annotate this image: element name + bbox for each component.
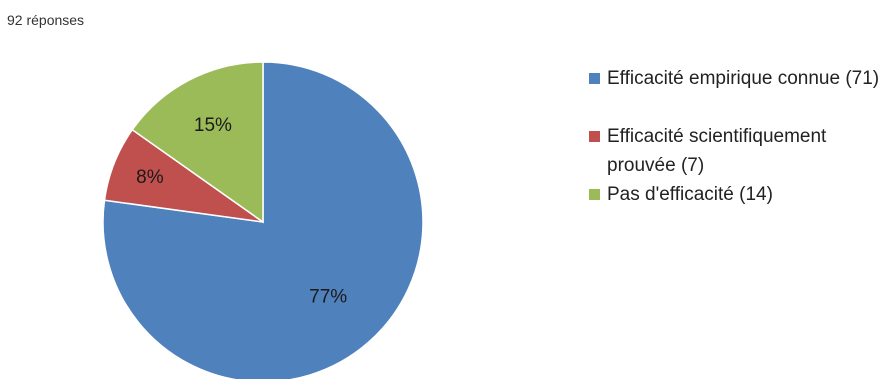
- legend-label-scientifique: Efficacité scientifiquement prouvée (7): [607, 126, 827, 176]
- legend-item-empirique: Efficacité empirique connue (71): [589, 64, 889, 93]
- legend-item-aucune: Pas d'efficacité (14): [589, 180, 889, 209]
- pie-slice-aucune: [131, 61, 264, 224]
- pie-label-scientifique: 8%: [136, 167, 164, 188]
- legend-swatch-scientifique: [589, 131, 600, 142]
- pie-label-aucune: 15%: [194, 115, 232, 136]
- legend-label-aucune: Pas d'efficacité (14): [607, 184, 773, 205]
- chart-legend: Efficacité empirique connue (71) Efficac…: [589, 64, 889, 209]
- legend-label-empirique: Efficacité empirique connue (71): [607, 68, 880, 89]
- response-count: 92 réponses: [7, 12, 85, 28]
- legend-item-scientifique: Efficacité scientifiquement prouvée (7): [589, 122, 889, 180]
- legend-swatch-empirique: [589, 73, 600, 84]
- pie-chart-svg: 77% 8% 15%: [102, 61, 424, 379]
- pie-chart: 77% 8% 15%: [102, 61, 424, 379]
- legend-swatch-aucune: [589, 189, 600, 200]
- pie-label-empirique: 77%: [309, 286, 347, 307]
